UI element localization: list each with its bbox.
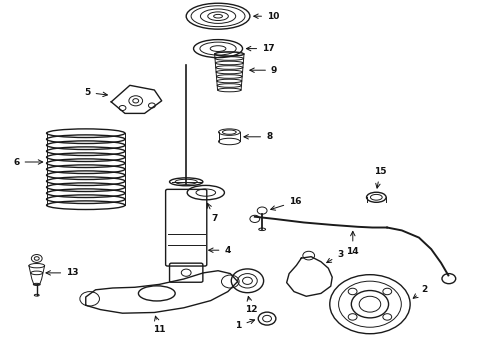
- Text: 9: 9: [250, 66, 277, 75]
- Text: 13: 13: [46, 269, 79, 277]
- Text: 4: 4: [209, 246, 231, 255]
- Text: 12: 12: [245, 296, 258, 314]
- Text: 3: 3: [327, 250, 343, 262]
- Text: 15: 15: [374, 167, 387, 188]
- Text: 7: 7: [207, 203, 218, 223]
- Text: 16: 16: [271, 197, 302, 210]
- Text: 17: 17: [246, 44, 275, 53]
- Text: 2: 2: [413, 285, 428, 298]
- Text: 10: 10: [254, 12, 279, 21]
- Text: 8: 8: [244, 132, 272, 141]
- Text: 14: 14: [346, 231, 359, 256]
- Text: 1: 1: [235, 319, 255, 330]
- Text: 6: 6: [13, 158, 43, 166]
- Text: 5: 5: [84, 88, 107, 97]
- Text: 11: 11: [153, 316, 166, 334]
